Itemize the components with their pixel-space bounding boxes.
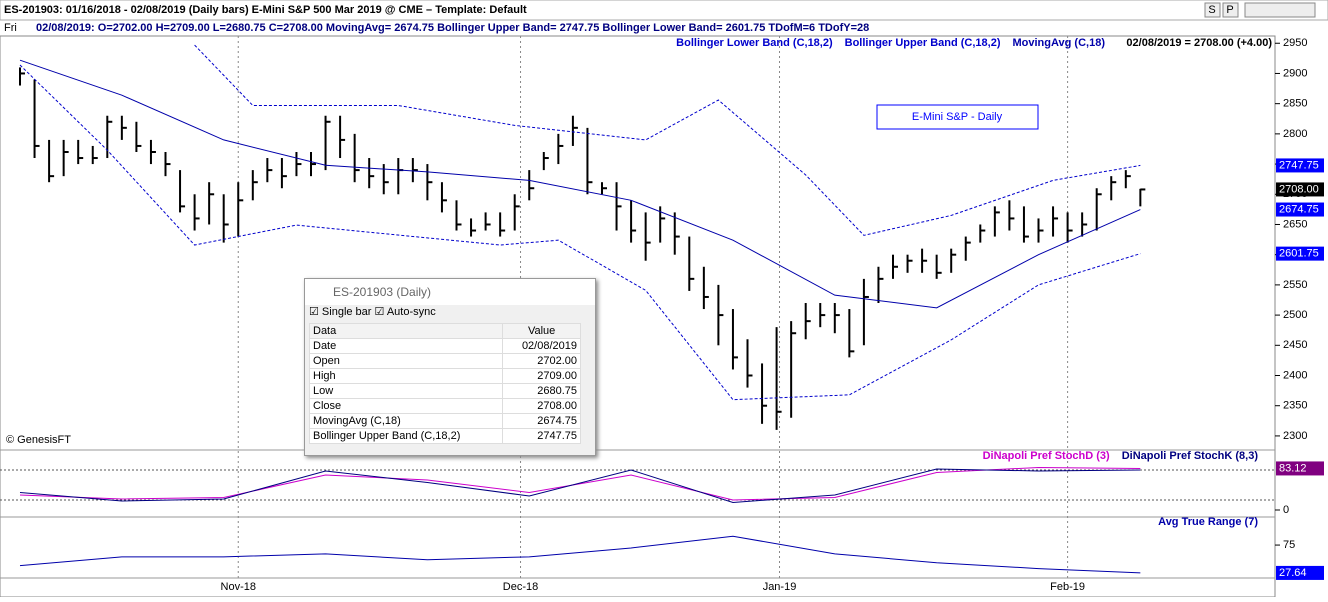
plot-frame bbox=[0, 35, 1276, 598]
last-value-box bbox=[1276, 461, 1324, 476]
table-cell: 2674.75 bbox=[502, 413, 581, 429]
table-row: MovingAvg (C,18) 2674.75 bbox=[308, 413, 581, 429]
y-tick-label: 2300 bbox=[1283, 430, 1307, 442]
info-line: 02/08/2019: O=2702.00 H=2709.00 L=2680.7… bbox=[36, 22, 869, 34]
legend-entry: MovingAvg (C,18) bbox=[1013, 37, 1106, 49]
table-cell: Open bbox=[308, 353, 504, 369]
y-tick-label: 2450 bbox=[1283, 339, 1307, 351]
table-cell: 2680.75 bbox=[502, 383, 581, 399]
table-cell: 2708.00 bbox=[502, 398, 581, 414]
window-title: ES-201903: 01/16/2018 - 02/08/2019 (Dail… bbox=[4, 4, 527, 16]
last-value-label: 83.12 bbox=[1279, 462, 1307, 474]
x-tick-label: Dec-18 bbox=[503, 581, 538, 593]
window-controls[interactable] bbox=[1244, 2, 1316, 18]
title-bar bbox=[0, 0, 1328, 21]
header-cell: Value bbox=[502, 323, 581, 339]
x-tick-label: Jan-19 bbox=[763, 581, 797, 593]
series-line bbox=[19, 59, 1141, 309]
table-row: Bollinger Upper Band (C,18,2) 2747.75 bbox=[308, 428, 581, 444]
legend-entry: DiNapoli Pref StochK (8,3) bbox=[1122, 450, 1259, 462]
legend-last: 02/08/2019 = 2708.00 (+4.00) bbox=[1126, 37, 1272, 49]
copyright: © GenesisFT bbox=[6, 434, 71, 446]
table-cell: 2709.00 bbox=[502, 368, 581, 384]
y-tick-label: 2550 bbox=[1283, 279, 1307, 291]
annotation-box bbox=[876, 104, 1039, 130]
s-label: S bbox=[1208, 4, 1215, 16]
y-tick-label: 2500 bbox=[1283, 309, 1307, 321]
series-line bbox=[19, 466, 1141, 501]
table-cell: 02/08/2019 bbox=[502, 338, 581, 354]
info-day: Fri bbox=[4, 22, 17, 34]
last-value-box bbox=[1276, 182, 1324, 197]
last-value-box bbox=[1276, 202, 1324, 217]
legend-entry: Avg True Range (7) bbox=[1158, 516, 1258, 528]
table-cell: MovingAvg (C,18) bbox=[308, 413, 504, 429]
header-cell: Data bbox=[308, 323, 504, 339]
p-label: P bbox=[1226, 4, 1233, 16]
legend-entry: Bollinger Upper Band (C,18,2) bbox=[845, 37, 1001, 49]
series-line bbox=[19, 64, 1141, 401]
y-tick-label: 2850 bbox=[1283, 98, 1307, 110]
y-tick-label: 2400 bbox=[1283, 369, 1307, 381]
table-cell: Bollinger Upper Band (C,18,2) bbox=[308, 428, 504, 444]
last-value-label: 2747.75 bbox=[1279, 159, 1319, 171]
table-header: Data Value bbox=[308, 323, 581, 339]
data-table: Data Value Date 02/08/2019 Open 2702.00 High 27… bbox=[308, 323, 581, 444]
p-button[interactable] bbox=[1222, 2, 1239, 18]
y-tick-label: 2650 bbox=[1283, 218, 1307, 230]
dialog-title: ES-201903 (Daily) bbox=[305, 279, 595, 305]
y-tick-label: 2900 bbox=[1283, 67, 1307, 79]
table-row: Date 02/08/2019 bbox=[308, 338, 581, 354]
table-cell: Date bbox=[308, 338, 504, 354]
annotation: E-Mini S&P - Daily bbox=[912, 111, 1003, 123]
y-tick-label: 0 bbox=[1283, 504, 1289, 516]
last-value-label: 2601.75 bbox=[1279, 248, 1319, 260]
last-value-label: 2708.00 bbox=[1279, 183, 1319, 195]
check-label[interactable]: Single bar bbox=[321, 306, 372, 318]
table-cell: Close bbox=[308, 398, 504, 414]
table-row: Low 2680.75 bbox=[308, 383, 581, 399]
legend-entry: DiNapoli Pref StochD (3) bbox=[983, 450, 1110, 462]
series-line bbox=[19, 535, 1141, 574]
last-value-box bbox=[1276, 565, 1324, 580]
last-value-box bbox=[1276, 158, 1324, 173]
series-line bbox=[194, 44, 1141, 236]
last-value-label: 27.64 bbox=[1279, 567, 1307, 579]
y-tick-label: 2800 bbox=[1283, 128, 1307, 140]
table-cell: Low bbox=[308, 383, 504, 399]
legend-entry: Bollinger Lower Band (C,18,2) bbox=[676, 37, 833, 49]
table-cell: 2702.00 bbox=[502, 353, 581, 369]
x-tick-label: Feb-19 bbox=[1050, 581, 1085, 593]
series-line bbox=[19, 468, 1141, 504]
table-row: Close 2708.00 bbox=[308, 398, 581, 414]
y-tick-label: 2950 bbox=[1283, 37, 1307, 49]
table-row: Open 2702.00 bbox=[308, 353, 581, 369]
y-tick-label: 75 bbox=[1283, 539, 1295, 551]
s-button[interactable] bbox=[1204, 2, 1221, 18]
dialog-checks: ☑ Single bar ☑ Auto-sync bbox=[309, 306, 436, 318]
last-value-label: 2674.75 bbox=[1279, 203, 1319, 215]
data-window[interactable]: ES-201903 (Daily) ☑ Single bar ☑ Auto-sy… bbox=[304, 278, 596, 456]
y-tick-label: 2350 bbox=[1283, 400, 1307, 412]
x-tick-label: Nov-18 bbox=[221, 581, 256, 593]
table-cell: 2747.75 bbox=[502, 428, 581, 444]
last-value-box bbox=[1276, 246, 1324, 261]
table-cell: High bbox=[308, 368, 504, 384]
check-label[interactable]: Auto-sync bbox=[386, 306, 436, 318]
table-row: High 2709.00 bbox=[308, 368, 581, 384]
